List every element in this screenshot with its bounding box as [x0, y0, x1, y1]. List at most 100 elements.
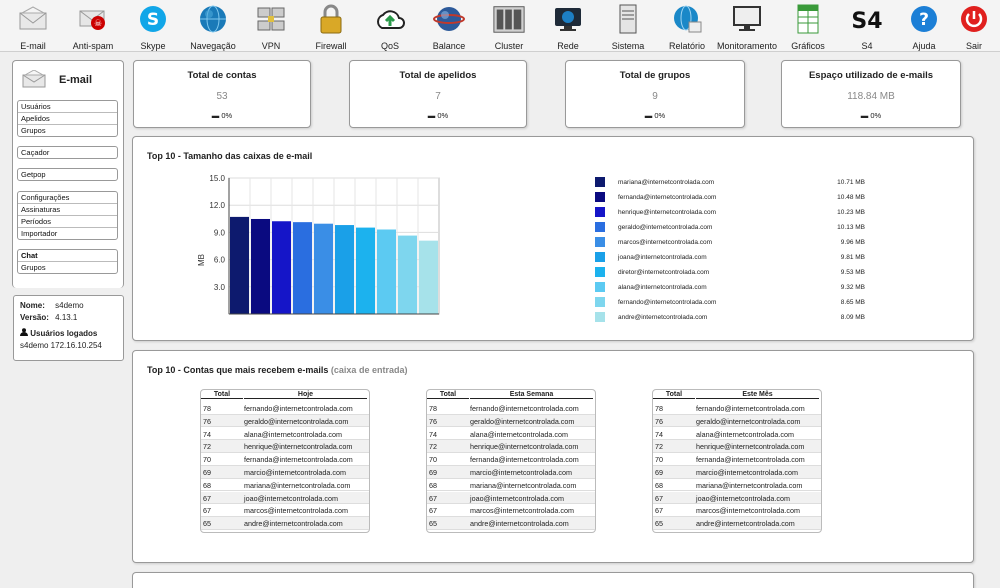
toolbar-item-ajuda[interactable]: ? Ajuda	[894, 2, 954, 52]
table-row: 65 andre@internetcontrolada.com	[427, 517, 595, 530]
sidebar-item-chat-grupos[interactable]: Grupos	[21, 263, 46, 272]
column-header-period[interactable]: Esta Semana	[470, 391, 593, 399]
column-header-total[interactable]: Total	[201, 391, 243, 399]
row-total: 67	[429, 506, 437, 516]
toolbar-item-skype[interactable]: S Skype	[123, 2, 183, 52]
row-total: 67	[203, 506, 211, 516]
row-total: 70	[203, 455, 211, 465]
row-total: 68	[429, 480, 437, 490]
stat-title: Total de contas	[187, 70, 257, 81]
chart-panel-title: Top 10 - Tamanho das caixas de e-mail	[147, 151, 313, 161]
sidebar-item-usuarios[interactable]: Usuários	[18, 101, 117, 113]
top-accounts-title-text: Top 10 - Contas que mais recebem e-mails	[147, 365, 329, 375]
legend-swatch	[595, 222, 605, 232]
legend-label: marcos@internetcontrolada.com	[618, 239, 713, 246]
legend-label: geraldo@internetcontrolada.com	[618, 224, 713, 231]
toolbar-item-anti-spam[interactable]: ☠ Anti-spam	[63, 2, 123, 52]
table-row: 78 fernando@internetcontrolada.com	[201, 402, 369, 415]
stat-card-contas: Total de contas 53 ▬ 0%	[133, 60, 311, 128]
toolbar-item-navegacao[interactable]: Navegação	[183, 2, 243, 52]
sidebar-item-periodos[interactable]: Períodos	[18, 216, 117, 228]
table-row: 69 marcio@internetcontrolada.com	[427, 466, 595, 479]
toolbar-label: Firewall	[315, 41, 347, 51]
toolbar-item-cluster[interactable]: Cluster	[479, 2, 539, 52]
sidebar-item-assinaturas[interactable]: Assinaturas	[18, 204, 117, 216]
top-accounts-title: Top 10 - Contas que mais recebem e-mails…	[147, 365, 407, 375]
row-account: marcos@internetcontrolada.com	[696, 506, 800, 516]
toolbar-item-sistema[interactable]: Sistema	[598, 2, 658, 52]
sidebar-item-grupos[interactable]: Grupos	[21, 126, 46, 135]
toolbar-item-vpn[interactable]: VPN	[241, 2, 301, 52]
row-account: fernanda@internetcontrolada.com	[696, 455, 805, 465]
column-header-period[interactable]: Este Mês	[696, 391, 819, 399]
envelope-icon	[16, 2, 50, 36]
toolbar-label: Relatório	[668, 41, 706, 51]
legend-value: 10.23 MB	[837, 209, 865, 216]
dash-icon: ▬	[427, 111, 436, 120]
row-total: 69	[203, 468, 211, 477]
sidebar-item-cacador[interactable]: Caçador	[21, 148, 50, 157]
table-row: 67 joao@internetcontrolada.com	[427, 491, 595, 505]
sidebar-menu-getpop: Getpop	[17, 168, 118, 181]
row-total: 72	[429, 442, 437, 452]
table-row: 76 geraldo@internetcontrolada.com	[427, 414, 595, 428]
toolbar-item-firewall[interactable]: Firewall	[301, 2, 361, 52]
sidebar-item-chat[interactable]: Chat	[18, 250, 117, 262]
envelope-icon	[22, 69, 46, 93]
legend-item: fernando@internetcontrolada.com 8.65 MB	[595, 297, 865, 308]
legend-swatch	[595, 267, 605, 277]
toolbar-item-balance[interactable]: Balance	[419, 2, 479, 52]
stat-card-espaco: Espaço utilizado de e-mails 118.84 MB ▬ …	[781, 60, 961, 128]
bar	[398, 235, 417, 314]
toolbar-label: Gráficos	[791, 41, 825, 51]
toolbar-item-email[interactable]: E-mail	[3, 2, 63, 52]
toolbar-item-rede[interactable]: Rede	[538, 2, 598, 52]
table-row: 67 marcos@internetcontrolada.com	[201, 504, 369, 517]
toolbar-label: Skype	[140, 41, 166, 51]
toolbar-item-graficos[interactable]: Gráficos	[778, 2, 838, 52]
sidebar-item-importador[interactable]: Importador	[21, 229, 58, 238]
column-header-period[interactable]: Hoje	[244, 391, 367, 399]
column-header-total[interactable]: Total	[427, 391, 469, 399]
row-account: andre@internetcontrolada.com	[470, 519, 569, 529]
bar	[293, 222, 312, 314]
toolbar-item-monitoramento[interactable]: Monitoramento	[717, 2, 777, 52]
table-row: 68 mariana@internetcontrolada.com	[201, 479, 369, 492]
toolbar-item-relatorio[interactable]: Relatório	[657, 2, 717, 52]
table-row: 76 geraldo@internetcontrolada.com	[201, 414, 369, 428]
table-row: 67 joao@internetcontrolada.com	[201, 491, 369, 505]
table-row: 67 marcos@internetcontrolada.com	[427, 504, 595, 517]
toolbar-item-qos[interactable]: QoS	[360, 2, 420, 52]
row-total: 78	[655, 404, 663, 413]
balance-globe-icon	[432, 2, 466, 36]
sidebar-item-apelidos[interactable]: Apelidos	[18, 113, 117, 125]
row-total: 67	[655, 493, 663, 503]
table-row: 68 mariana@internetcontrolada.com	[427, 479, 595, 492]
row-total: 76	[203, 416, 211, 426]
toolbar-item-sair[interactable]: Sair	[944, 2, 1000, 52]
row-account: fernanda@internetcontrolada.com	[244, 455, 353, 465]
row-total: 76	[655, 416, 663, 426]
dash-icon: ▬	[860, 111, 869, 120]
legend-swatch	[595, 207, 605, 217]
legend-value: 8.09 MB	[840, 314, 865, 321]
padlock-icon	[314, 2, 348, 36]
table-row: 72 henrique@internetcontrolada.com	[653, 440, 821, 453]
bar	[419, 240, 438, 314]
sidebar-item-configuracoes[interactable]: Configurações	[18, 192, 117, 204]
table-row: 74 alana@internetcontrolada.com	[201, 428, 369, 441]
row-account: fernanda@internetcontrolada.com	[470, 455, 579, 465]
table-header: Total Esta Semana	[427, 391, 595, 401]
toolbar-label: Monitoramento	[717, 41, 778, 51]
legend-item: marcos@internetcontrolada.com 9.96 MB	[595, 237, 865, 248]
bar	[230, 216, 249, 314]
bar	[356, 227, 375, 314]
row-total: 78	[203, 404, 211, 413]
legend-swatch	[595, 177, 605, 187]
toolbar-item-s4[interactable]: S4 S4	[837, 2, 897, 52]
y-tick-label: 3.0	[214, 283, 226, 292]
sidebar-item-getpop[interactable]: Getpop	[21, 170, 46, 179]
row-total: 72	[203, 442, 211, 452]
row-account: mariana@internetcontrolada.com	[696, 480, 803, 490]
column-header-total[interactable]: Total	[653, 391, 695, 399]
